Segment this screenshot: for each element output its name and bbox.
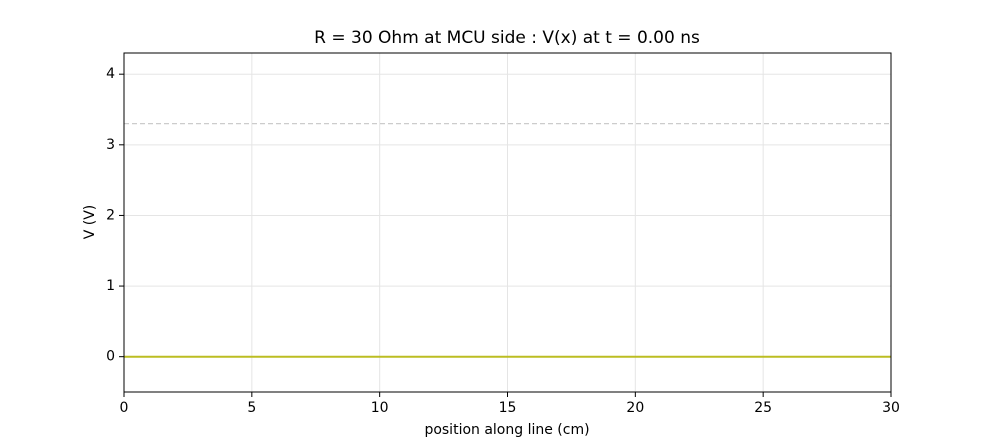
x-axis-label: position along line (cm)	[424, 422, 589, 438]
y-axis-label: V (V)	[82, 205, 98, 240]
x-tick-label: 25	[754, 400, 772, 416]
y-tick-label: 2	[106, 207, 115, 223]
y-tick-label: 3	[106, 137, 115, 153]
y-tick-label: 4	[106, 66, 115, 82]
x-tick-label: 30	[882, 400, 900, 416]
x-tick-label: 5	[247, 400, 256, 416]
chart-title: R = 30 Ohm at MCU side : V(x) at t = 0.0…	[314, 28, 700, 48]
plot-frame	[123, 52, 892, 393]
x-tick-label: 0	[120, 400, 129, 416]
x-tick-label: 20	[626, 400, 644, 416]
y-tick-label: 0	[106, 349, 115, 365]
x-tick-label: 15	[499, 400, 517, 416]
y-tick-label: 1	[106, 278, 115, 294]
x-tick-label: 10	[371, 400, 389, 416]
